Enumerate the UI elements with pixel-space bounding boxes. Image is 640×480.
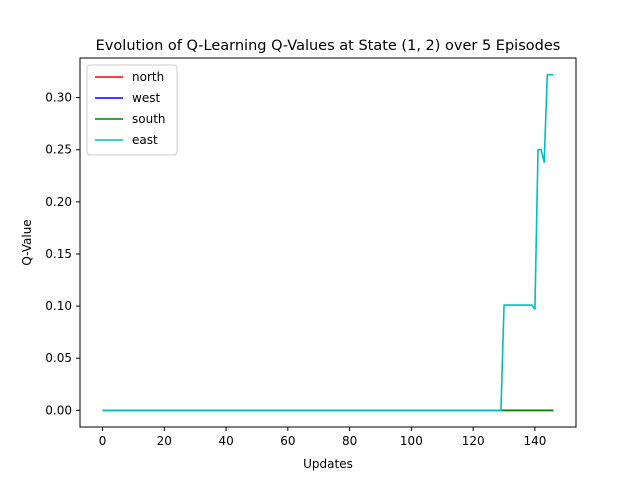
series-layer [102,73,554,412]
y-axis-label: Q-Value [20,219,34,265]
chart-title: Evolution of Q-Learning Q-Values at Stat… [96,38,561,54]
x-axis: 0 20 40 60 80 100 120 140 [99,427,546,448]
y-tick-label: 0.15 [45,247,72,261]
y-tick-label: 0.05 [45,351,72,365]
x-tick-label: 0 [99,434,107,448]
x-tick-label: 140 [523,434,546,448]
x-tick-label: 100 [400,434,423,448]
x-tick-label: 80 [342,434,357,448]
x-tick-label: 60 [280,434,295,448]
y-tick-label: 0.25 [45,143,72,157]
y-tick-label: 0.30 [45,91,72,105]
x-axis-label: Updates [303,457,353,471]
series-line-east [102,73,554,412]
x-tick-label: 120 [462,434,485,448]
legend: north west south east [86,64,178,156]
x-tick-label: 40 [218,434,233,448]
legend-label-west: west [132,91,160,105]
legend-box [86,64,178,156]
legend-label-north: north [132,70,164,84]
y-tick-label: 0.20 [45,195,72,209]
y-tick-label: 0.00 [45,403,72,417]
y-tick-label: 0.10 [45,299,72,313]
y-axis: 0.00 0.05 0.10 0.15 0.20 0.25 0.30 [45,91,80,417]
legend-label-east: east [132,133,158,147]
x-tick-label: 20 [157,434,172,448]
axes-frame [79,57,577,428]
legend-label-south: south [132,112,166,126]
